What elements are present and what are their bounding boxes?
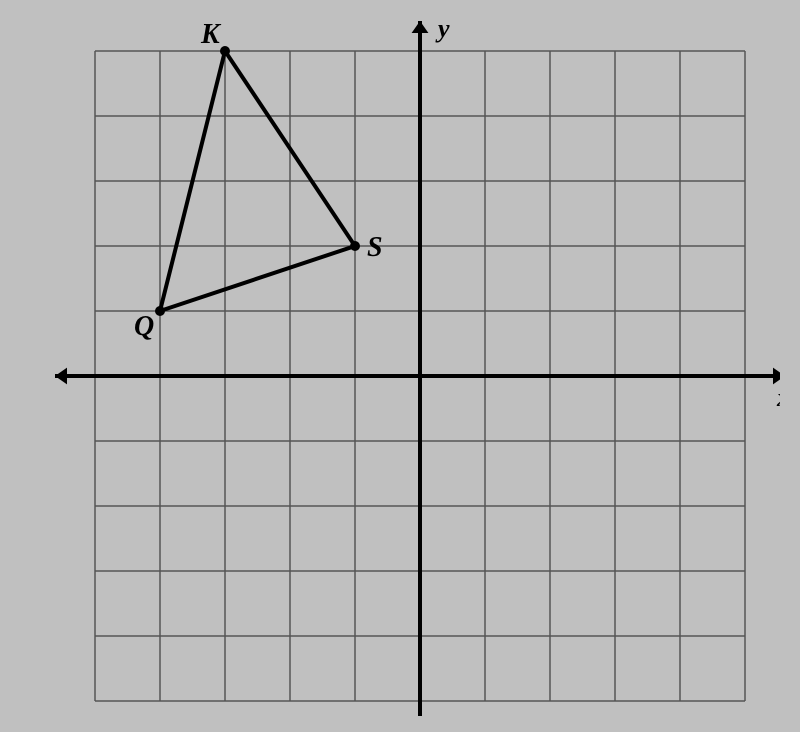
vertex-label-q: Q — [134, 311, 154, 342]
vertex-s — [350, 241, 360, 251]
x-axis-arrow-right — [773, 368, 780, 385]
x-axis-arrow-left — [55, 368, 67, 385]
vertex-q — [155, 306, 165, 316]
coordinate-plane: y x K S Q — [20, 16, 780, 716]
vertex-label-s: S — [367, 232, 383, 263]
plane-svg: y x K S Q — [20, 16, 780, 716]
vertex-k — [220, 46, 230, 56]
y-axis-arrow-up — [412, 21, 429, 33]
vertex-label-k: K — [200, 19, 222, 50]
y-axis-label: y — [435, 16, 450, 43]
x-axis-label: x — [776, 383, 780, 412]
